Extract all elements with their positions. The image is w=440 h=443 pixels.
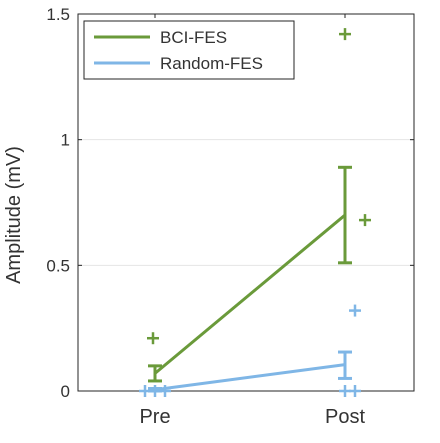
outlier-marker <box>159 385 171 397</box>
legend: BCI-FES Random-FES <box>83 20 295 80</box>
outlier-marker <box>349 385 361 397</box>
x-tick-label: Pre <box>139 406 170 428</box>
legend-box <box>83 20 295 80</box>
y-tick-label: 1 <box>61 131 70 150</box>
outlier-marker <box>359 214 371 227</box>
grid-layer <box>78 139 414 266</box>
series-layer <box>139 28 371 397</box>
legend-label: BCI-FES <box>160 28 227 47</box>
axes-layer: 0 0.5 1 1.5 Pre Post <box>46 5 415 428</box>
outlier-marker <box>339 28 351 41</box>
plot-frame <box>77 13 415 392</box>
y-tick-label: 1.5 <box>46 5 70 24</box>
series-line <box>154 213 346 375</box>
legend-label: Random-FES <box>160 54 263 73</box>
y-tick-label: 0 <box>61 382 70 401</box>
series-line <box>154 363 346 392</box>
outlier-marker <box>147 332 159 345</box>
outlier-marker <box>349 304 361 317</box>
y-tick-label: 0.5 <box>46 256 70 275</box>
x-tick-label: Post <box>325 406 365 428</box>
y-axis-label: Amplitude (mV) <box>3 146 25 284</box>
